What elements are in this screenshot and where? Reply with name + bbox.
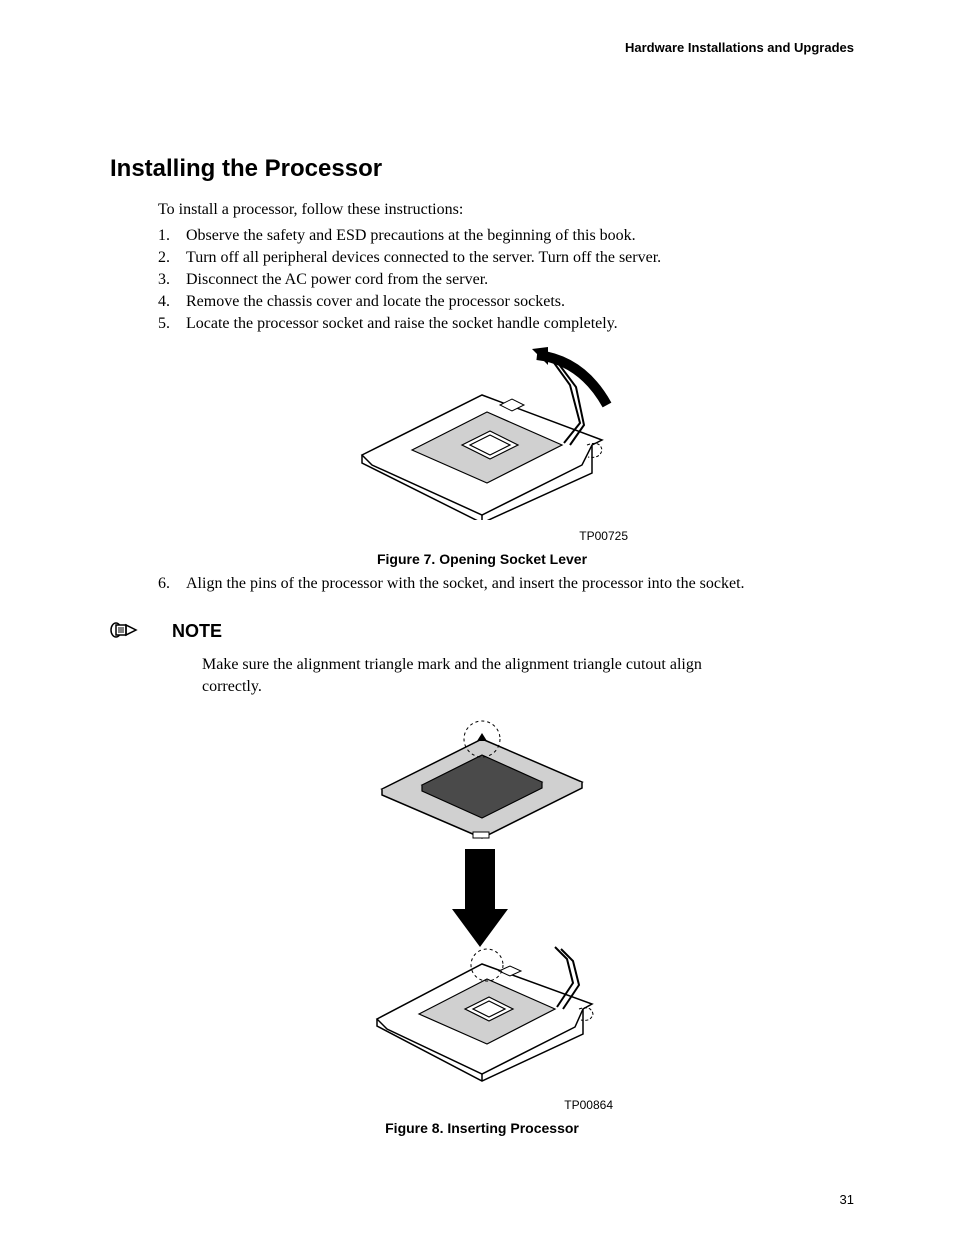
page-number: 31 [840,1192,854,1207]
figure-8-caption: Figure 8. Inserting Processor [110,1120,854,1136]
step-number: 2. [158,249,186,267]
note-block: NOTE [110,621,854,644]
figure-7-caption: Figure 7. Opening Socket Lever [110,551,854,567]
list-item: 5.Locate the processor socket and raise … [158,315,854,333]
note-body: Make sure the alignment triangle mark an… [202,654,722,697]
figure-8-code: TP00864 [347,1098,617,1112]
figure-8-diagram: TP00864 [347,709,617,1112]
figure-7-code: TP00725 [332,529,632,543]
step-text: Align the pins of the processor with the… [186,575,745,593]
intro-paragraph: To install a processor, follow these ins… [158,201,854,219]
list-item: 2.Turn off all peripheral devices connec… [158,249,854,267]
step-number: 4. [158,293,186,311]
list-item: 6.Align the pins of the processor with t… [158,575,854,593]
list-item: 1.Observe the safety and ESD precautions… [158,227,854,245]
list-item: 4.Remove the chassis cover and locate th… [158,293,854,311]
steps-list: 1.Observe the safety and ESD precautions… [158,227,854,333]
figure-7-diagram: TP00725 [332,345,632,543]
page-header: Hardware Installations and Upgrades [110,40,854,55]
step-text: Locate the processor socket and raise th… [186,315,618,333]
figure-8: TP00864 Figure 8. Inserting Processor [110,709,854,1136]
step-number: 5. [158,315,186,333]
step-text: Turn off all peripheral devices connecte… [186,249,661,267]
section-heading: Installing the Processor [110,155,854,183]
steps-list-continued: 6.Align the pins of the processor with t… [158,575,854,593]
note-label: NOTE [172,621,222,642]
note-icon [110,621,138,644]
step-number: 6. [158,575,186,593]
step-text: Observe the safety and ESD precautions a… [186,227,636,245]
step-number: 3. [158,271,186,289]
step-number: 1. [158,227,186,245]
step-text: Disconnect the AC power cord from the se… [186,271,488,289]
list-item: 3.Disconnect the AC power cord from the … [158,271,854,289]
step-text: Remove the chassis cover and locate the … [186,293,565,311]
figure-7: TP00725 Figure 7. Opening Socket Lever [110,345,854,567]
